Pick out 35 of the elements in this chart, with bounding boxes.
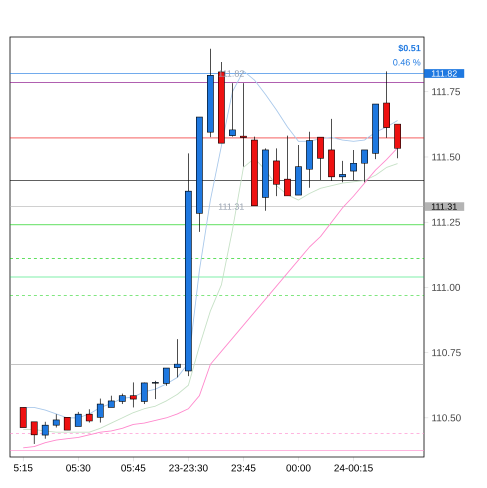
annotation: 111.31 — [218, 203, 244, 210]
candlestick — [152, 380, 159, 400]
candlestick — [96, 398, 104, 423]
x-tick-label: 23-23:30 — [169, 464, 208, 472]
candlestick — [130, 382, 137, 408]
y-tick-label: 110.75 — [432, 349, 461, 356]
x-tick-label: 5:15 — [14, 464, 32, 472]
candlestick — [240, 82, 247, 167]
candlestick — [162, 368, 170, 386]
candlestick — [52, 414, 60, 428]
candlestick — [229, 82, 236, 137]
candlestick — [42, 421, 49, 440]
x-tick-label: 24-00:15 — [334, 464, 373, 472]
candlestick — [140, 382, 148, 404]
candlestick — [174, 338, 181, 378]
candlestick — [30, 421, 38, 444]
candlestick — [118, 393, 126, 404]
x-tick-label: 05:45 — [121, 464, 146, 472]
annotation: $0.51 — [398, 44, 420, 52]
y-tick-label: 110.50 — [432, 414, 461, 422]
x-tick-label: 00:00 — [286, 464, 311, 472]
y-tick-label: 111.75 — [432, 88, 460, 96]
x-tick-label: 05:30 — [66, 464, 90, 472]
ref-line-label: 111.31 — [432, 203, 457, 210]
y-tick-label: 111.00 — [432, 284, 460, 291]
x-tick-label: 23:45 — [231, 464, 256, 472]
candlestick — [20, 407, 27, 428]
candlestick — [108, 395, 115, 408]
y-tick-label: 111.25 — [432, 218, 460, 226]
y-tick-label: 111.50 — [432, 153, 460, 161]
candlestick — [86, 408, 93, 423]
candlestick — [74, 412, 82, 427]
candlestick — [64, 417, 71, 430]
ref-line-label: 111.82 — [432, 70, 457, 77]
annotation: 0.46 % — [393, 59, 420, 66]
